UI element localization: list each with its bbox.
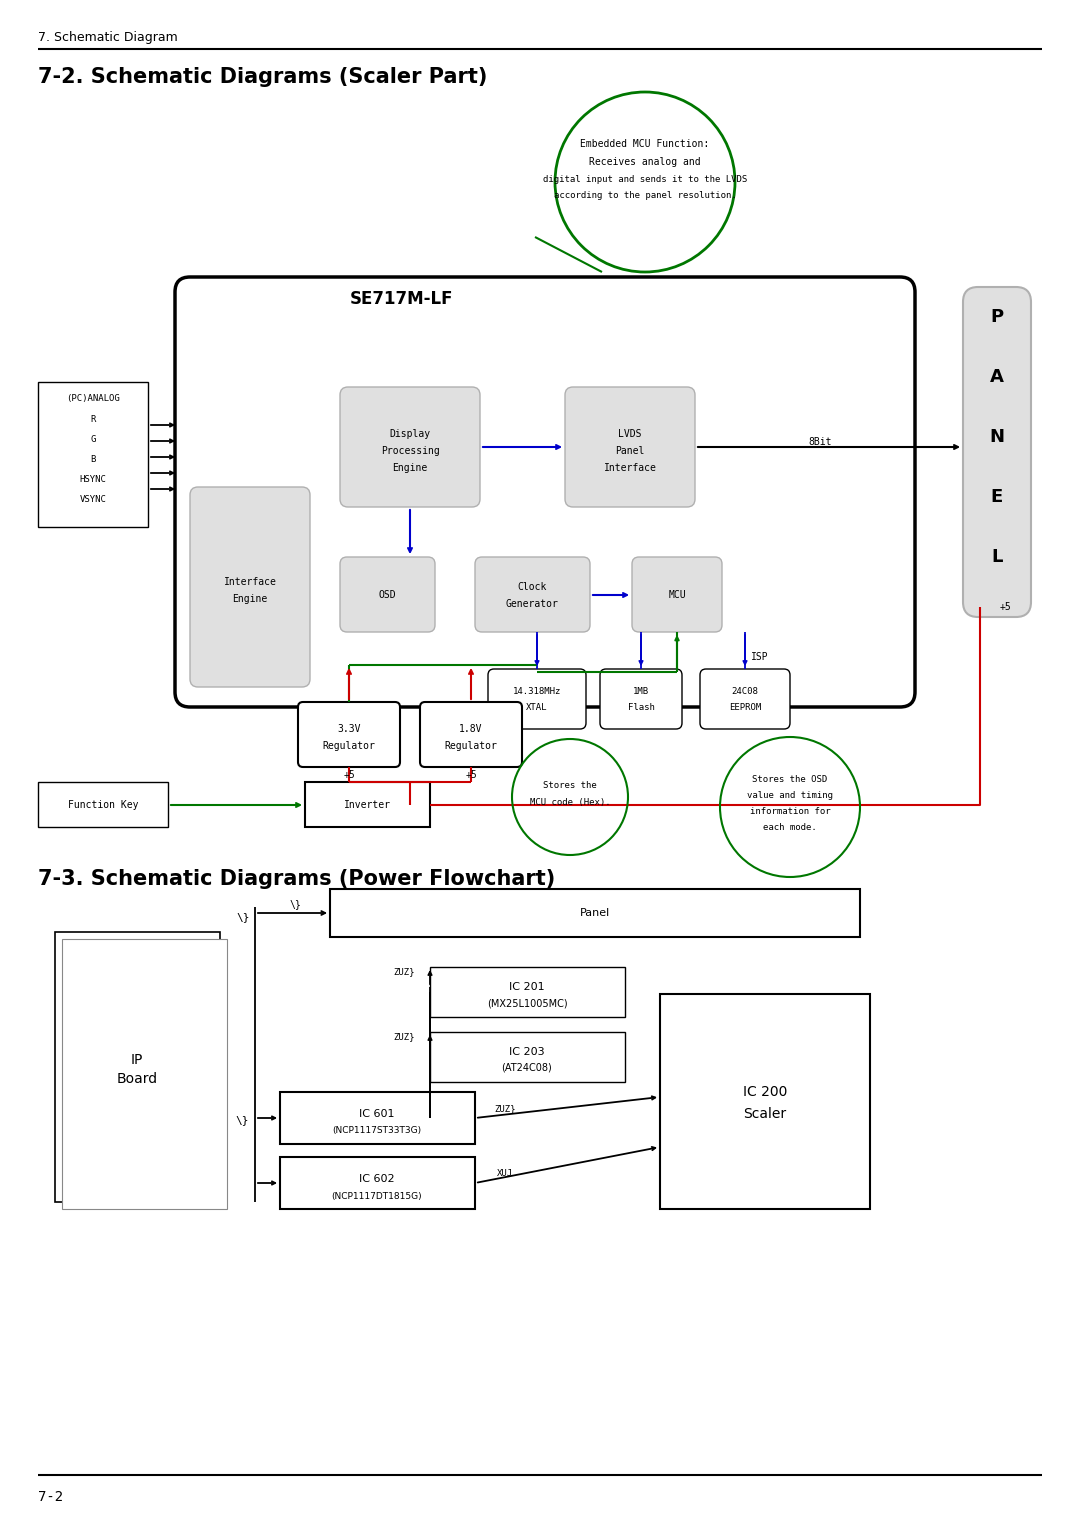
Text: Scaler: Scaler — [743, 1107, 786, 1121]
Text: 7-3. Schematic Diagrams (Power Flowchart): 7-3. Schematic Diagrams (Power Flowchart… — [38, 869, 555, 889]
Text: SE717M-LF: SE717M-LF — [350, 290, 454, 308]
FancyBboxPatch shape — [565, 386, 696, 507]
FancyBboxPatch shape — [475, 557, 590, 632]
FancyBboxPatch shape — [632, 557, 723, 632]
Text: LVDS: LVDS — [618, 429, 642, 438]
Text: 14.318MHz: 14.318MHz — [513, 687, 562, 696]
Text: P: P — [990, 308, 1003, 325]
Text: 7-2: 7-2 — [38, 1490, 63, 1504]
Bar — [660, 994, 870, 1209]
FancyBboxPatch shape — [700, 669, 789, 728]
Text: E: E — [990, 489, 1003, 505]
Text: IC 200: IC 200 — [743, 1086, 787, 1099]
FancyBboxPatch shape — [963, 287, 1031, 617]
Bar — [430, 1032, 625, 1083]
Text: 8Bit: 8Bit — [808, 437, 832, 447]
FancyBboxPatch shape — [298, 702, 400, 767]
Bar — [55, 931, 220, 1202]
Text: Function Key: Function Key — [68, 800, 138, 809]
Text: IC 203: IC 203 — [509, 1048, 544, 1057]
Text: information for: information for — [750, 806, 831, 815]
Text: 7-2. Schematic Diagrams (Scaler Part): 7-2. Schematic Diagrams (Scaler Part) — [38, 67, 487, 87]
Text: Interface: Interface — [604, 463, 657, 473]
Text: XTAL: XTAL — [526, 702, 548, 712]
Text: (PC)ANALOG: (PC)ANALOG — [66, 394, 120, 403]
Text: IP: IP — [131, 1054, 144, 1067]
Bar — [62, 939, 227, 1209]
FancyBboxPatch shape — [488, 669, 586, 728]
Text: +5: +5 — [465, 770, 477, 780]
Text: L: L — [991, 548, 1002, 567]
Text: Clock: Clock — [517, 582, 546, 592]
Text: MCU: MCU — [669, 589, 686, 600]
Text: Inverter: Inverter — [343, 800, 391, 809]
Text: XUJ: XUJ — [497, 1170, 513, 1179]
Text: Regulator: Regulator — [445, 741, 498, 751]
Text: Stores the: Stores the — [543, 780, 597, 789]
Text: 1MB: 1MB — [633, 687, 649, 696]
Text: IC 201: IC 201 — [509, 982, 544, 993]
Text: 3.3V: 3.3V — [337, 724, 361, 734]
Text: value and timing: value and timing — [747, 791, 833, 800]
Text: R: R — [91, 414, 96, 423]
Text: G: G — [91, 435, 96, 443]
Text: Display: Display — [390, 429, 431, 438]
Text: Interface: Interface — [224, 577, 276, 586]
Text: A: A — [990, 368, 1004, 386]
Text: +5: +5 — [999, 602, 1011, 612]
Text: Generator: Generator — [505, 599, 558, 609]
FancyBboxPatch shape — [600, 669, 681, 728]
Text: Engine: Engine — [232, 594, 268, 605]
Text: EEPROM: EEPROM — [729, 702, 761, 712]
Text: digital input and sends it to the LVDS: digital input and sends it to the LVDS — [543, 174, 747, 183]
Text: Engine: Engine — [392, 463, 428, 473]
FancyBboxPatch shape — [190, 487, 310, 687]
Text: \}: \} — [235, 1115, 248, 1125]
Text: 1.8V: 1.8V — [459, 724, 483, 734]
Text: ZUZ}: ZUZ} — [393, 1032, 415, 1041]
Text: +5: +5 — [343, 770, 355, 780]
Text: ISP: ISP — [752, 652, 769, 663]
Bar — [330, 889, 860, 938]
Text: 7. Schematic Diagram: 7. Schematic Diagram — [38, 31, 178, 43]
Text: \}: \} — [289, 899, 301, 909]
FancyBboxPatch shape — [175, 276, 915, 707]
Text: according to the panel resolution.: according to the panel resolution. — [554, 191, 737, 200]
Text: Regulator: Regulator — [323, 741, 376, 751]
Text: N: N — [989, 428, 1004, 446]
Text: (NCP1117ST33T3G): (NCP1117ST33T3G) — [333, 1127, 421, 1136]
Text: VSYNC: VSYNC — [80, 495, 107, 504]
Bar — [305, 782, 430, 828]
Text: Receives analog and: Receives analog and — [590, 157, 701, 166]
Bar — [38, 382, 148, 527]
Text: (NCP1117DT1815G): (NCP1117DT1815G) — [332, 1191, 422, 1200]
Text: ZUZ}: ZUZ} — [495, 1104, 516, 1113]
Text: Flash: Flash — [627, 702, 654, 712]
Text: Board: Board — [117, 1072, 158, 1086]
Text: \}: \} — [237, 912, 249, 922]
Bar — [430, 967, 625, 1017]
Bar — [280, 1157, 475, 1209]
FancyBboxPatch shape — [340, 557, 435, 632]
Text: 24C08: 24C08 — [731, 687, 758, 696]
Text: each mode.: each mode. — [764, 823, 816, 832]
Text: Panel: Panel — [616, 446, 645, 457]
FancyBboxPatch shape — [340, 386, 480, 507]
Text: MCU code (Hex).: MCU code (Hex). — [529, 797, 610, 806]
Bar — [280, 1092, 475, 1144]
Text: Panel: Panel — [580, 909, 610, 918]
FancyBboxPatch shape — [420, 702, 522, 767]
Text: ZUZ}: ZUZ} — [393, 968, 415, 976]
Text: HSYNC: HSYNC — [80, 475, 107, 484]
Text: OSD: OSD — [378, 589, 395, 600]
Text: (MX25L1005MC): (MX25L1005MC) — [487, 999, 567, 1008]
Text: Stores the OSD: Stores the OSD — [753, 774, 827, 783]
Text: Embedded MCU Function:: Embedded MCU Function: — [580, 139, 710, 150]
Text: IC 602: IC 602 — [360, 1174, 395, 1183]
Text: B: B — [91, 455, 96, 464]
Text: (AT24C08): (AT24C08) — [501, 1063, 552, 1073]
Bar — [38, 782, 168, 828]
Text: IC 601: IC 601 — [360, 1109, 395, 1119]
Text: Processing: Processing — [380, 446, 440, 457]
